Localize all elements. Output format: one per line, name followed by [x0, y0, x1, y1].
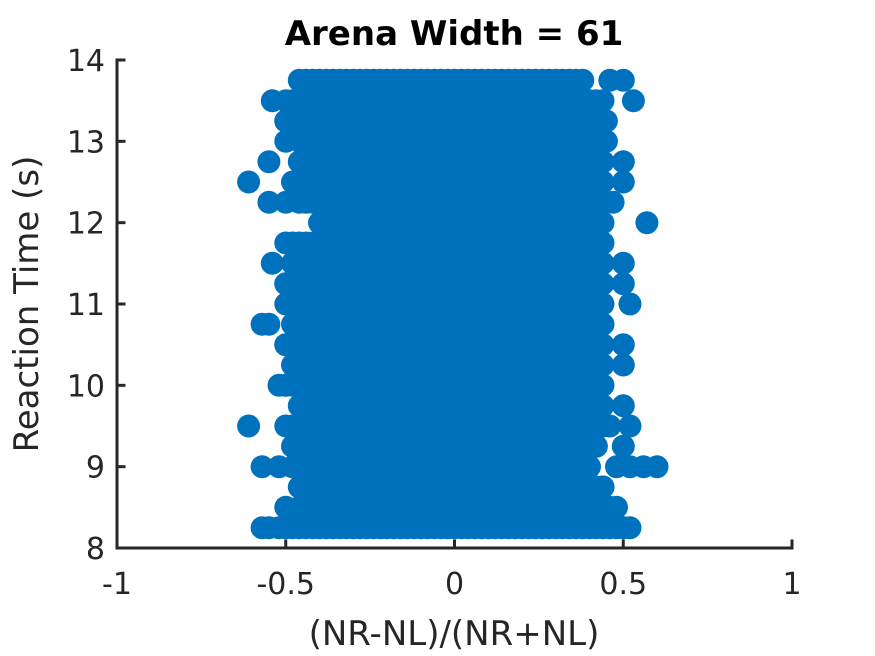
data-point	[621, 89, 645, 113]
y-tick-label: 9	[86, 451, 105, 486]
x-tick-label: 0	[445, 567, 464, 602]
data-point	[274, 414, 298, 438]
data-point	[594, 129, 618, 153]
tick-labels: -1 -0.5 0 0.5 1 8 9 10 11 12 13 14	[67, 44, 802, 602]
data-point	[611, 516, 635, 540]
y-tick-label: 12	[67, 207, 105, 242]
data-point	[591, 333, 615, 357]
data-point	[274, 109, 298, 133]
data-point	[260, 251, 284, 275]
data-point	[274, 495, 298, 519]
data-point	[281, 170, 304, 194]
data-point	[578, 455, 601, 479]
data-point	[274, 129, 298, 153]
data-point	[591, 353, 615, 377]
data-point	[591, 231, 615, 255]
x-tick-label: 1	[782, 567, 801, 602]
data-point	[591, 170, 615, 194]
data-point	[257, 516, 281, 540]
y-tick-label: 11	[67, 288, 105, 323]
data-point	[591, 150, 615, 174]
x-axis-label: (NR-NL)/(NR+NL)	[309, 614, 600, 654]
chart-title: Arena Width = 61	[285, 14, 624, 54]
axes	[115, 58, 794, 550]
data-point	[611, 68, 635, 92]
data-point	[250, 455, 274, 479]
data-point	[274, 272, 298, 296]
data-point	[611, 353, 635, 377]
data-point	[571, 68, 595, 92]
data-point	[267, 455, 291, 479]
data-point	[584, 434, 608, 458]
data-point	[635, 211, 659, 235]
x-tick-label: -1	[102, 567, 132, 602]
data-point	[591, 272, 615, 296]
x-tick-label: -0.5	[256, 567, 315, 602]
data-point	[611, 272, 635, 296]
data-point	[591, 475, 615, 499]
data-point	[591, 373, 615, 397]
data-point	[611, 333, 635, 357]
y-tick-label: 13	[67, 125, 105, 160]
data-point	[618, 292, 642, 316]
data-point	[260, 89, 284, 113]
data-point	[237, 414, 261, 438]
data-point	[591, 394, 615, 418]
data-point	[594, 109, 618, 133]
data-point	[257, 190, 281, 214]
data-point	[645, 455, 669, 479]
y-tick-label: 14	[67, 44, 105, 79]
data-point	[611, 150, 635, 174]
data-point	[611, 251, 635, 275]
data-point	[274, 292, 298, 316]
data-point	[274, 190, 298, 214]
data-point	[237, 170, 261, 194]
y-axis-label: Reaction Time (s)	[7, 156, 47, 453]
y-tick-label: 8	[86, 532, 105, 567]
data-point	[591, 211, 615, 235]
data-point	[598, 414, 622, 438]
data-point	[591, 251, 615, 275]
data-point	[591, 89, 615, 113]
data-point	[284, 312, 308, 336]
data-point	[257, 150, 281, 174]
data-point	[605, 495, 628, 519]
x-tick-label: 0.5	[599, 567, 647, 602]
data-point	[611, 170, 635, 194]
data-point	[591, 312, 615, 336]
data-point	[618, 414, 642, 438]
data-point	[591, 292, 615, 316]
data-point	[611, 434, 635, 458]
data-points	[237, 68, 669, 540]
data-point	[274, 333, 298, 357]
data-point	[257, 312, 281, 336]
y-tick-label: 10	[67, 369, 105, 404]
data-point	[601, 190, 625, 214]
data-point	[274, 373, 298, 397]
data-point	[611, 394, 635, 418]
